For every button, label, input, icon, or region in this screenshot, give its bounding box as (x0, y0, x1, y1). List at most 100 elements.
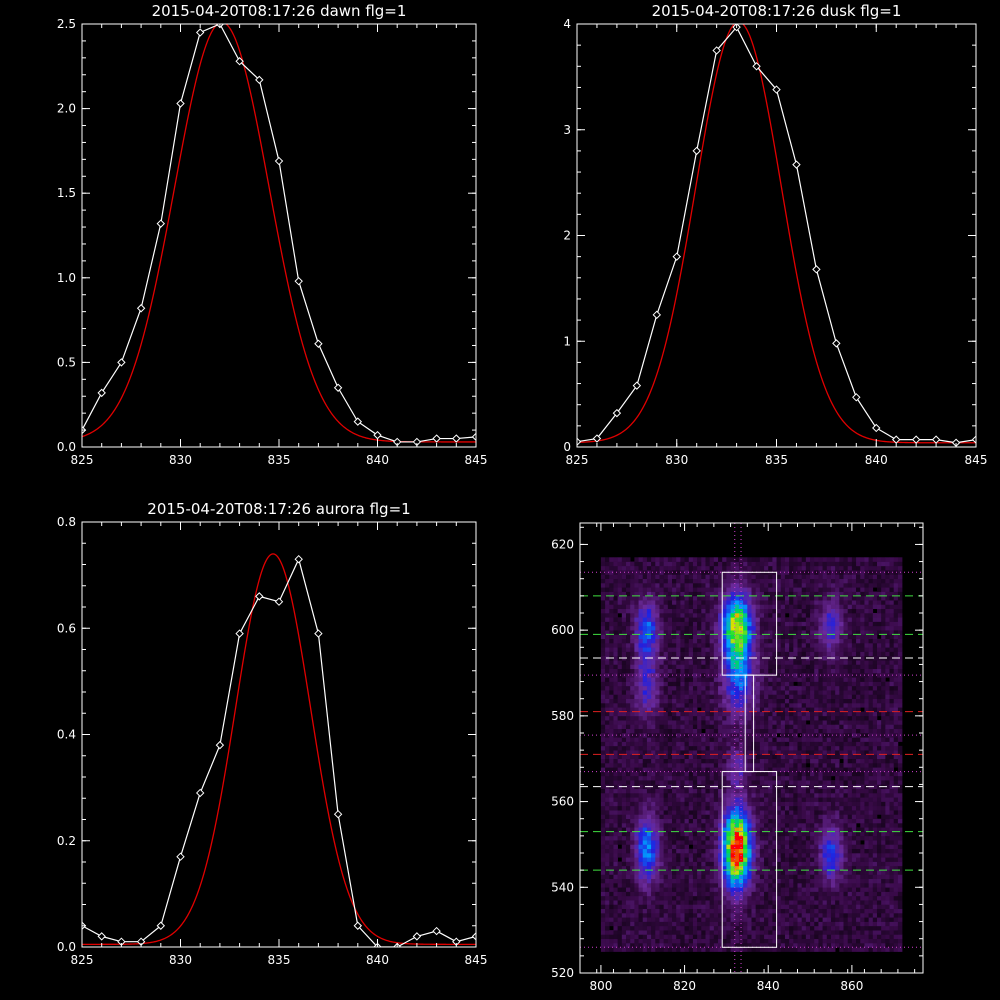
heatmap-cell (713, 741, 719, 747)
heatmap-cell (747, 913, 752, 918)
heatmap-cell (772, 835, 777, 841)
heatmap-cell (651, 913, 656, 918)
heatmap-cell (801, 737, 807, 742)
heatmap-cell (688, 810, 694, 815)
heatmap-cell (667, 638, 673, 644)
heatmap-cell (646, 810, 652, 815)
heatmap-cell (718, 647, 723, 652)
heatmap-cell (780, 720, 786, 725)
heatmap-cell (651, 634, 656, 640)
heatmap-cell (621, 608, 627, 614)
heatmap-cell (759, 883, 765, 888)
heatmap-cell (734, 651, 740, 657)
heatmap-cell (634, 775, 639, 781)
heatmap-cell (659, 583, 664, 588)
heatmap-cell (663, 904, 669, 910)
heatmap-cell (709, 638, 715, 644)
heatmap-cell (692, 763, 698, 768)
heatmap-cell (789, 844, 794, 850)
heatmap-cell (768, 720, 773, 725)
heatmap-cell (759, 801, 765, 807)
heatmap-cell (638, 741, 644, 747)
heatmap-cell (784, 775, 790, 781)
heatmap-cell (789, 917, 794, 922)
heatmap-cell (709, 771, 715, 777)
heatmap-cell (768, 853, 773, 858)
heatmap-cell (617, 643, 623, 648)
heatmap-cell (751, 827, 756, 832)
heatmap-cell (634, 913, 639, 918)
heatmap-cell (680, 878, 685, 884)
heatmap-cell (684, 741, 690, 747)
heatmap-cell (600, 900, 606, 905)
heatmap-cell (676, 938, 681, 944)
heatmap-cell (659, 664, 664, 670)
heatmap-cell (701, 925, 706, 931)
heatmap-cell (722, 788, 727, 794)
heatmap-cell (793, 823, 798, 828)
heatmap-cell (613, 591, 618, 597)
heatmap-cell (655, 741, 660, 747)
heatmap-cell (613, 643, 618, 648)
heatmap-cell (600, 827, 606, 832)
heatmap-cell (759, 831, 765, 837)
heatmap-cell (801, 698, 807, 704)
heatmap-cell (776, 724, 782, 730)
heatmap-cell (688, 857, 694, 862)
heatmap-cell (730, 805, 736, 811)
data-point-diamond (195, 28, 205, 37)
heatmap-cell (751, 660, 756, 665)
heatmap-cell (638, 861, 644, 867)
heatmap-cell (797, 861, 802, 867)
heatmap-cell (776, 595, 782, 601)
heatmap-cell (646, 690, 652, 695)
heatmap-cell (764, 595, 769, 601)
heatmap-cell (709, 767, 715, 772)
heatmap-cell (667, 591, 673, 597)
heatmap-cell (784, 887, 790, 892)
heatmap-cell (705, 733, 710, 738)
heatmap-cell (755, 625, 761, 631)
heatmap-cell (676, 913, 681, 918)
heatmap-cell (609, 685, 614, 691)
heatmap-cell (684, 763, 690, 768)
heatmap-cell (793, 621, 798, 627)
heatmap-cell (718, 835, 723, 841)
heatmap-cell (776, 750, 782, 755)
heatmap-cell (701, 617, 706, 622)
heatmap-cell (697, 823, 702, 828)
heatmap-cell (705, 591, 710, 597)
heatmap-cell (789, 617, 794, 622)
heatmap-cell (600, 604, 606, 610)
heatmap-cell (730, 878, 736, 884)
heatmap-cell (789, 943, 794, 948)
heatmap-cell (801, 887, 807, 892)
heatmap-cell (684, 878, 690, 884)
heatmap-cell (630, 865, 635, 871)
heatmap-cell (709, 630, 715, 635)
heatmap-cell (667, 737, 673, 742)
heatmap-cell (684, 840, 690, 845)
heatmap-cell (801, 865, 807, 871)
heatmap-cell (697, 690, 702, 695)
heatmap-cell (621, 805, 627, 811)
heatmap-cell (776, 895, 782, 901)
heatmap-cell (638, 895, 644, 901)
heatmap-cell (738, 698, 744, 704)
heatmap-cell (692, 848, 698, 854)
heatmap-cell (680, 643, 685, 648)
heatmap-cell (776, 673, 782, 678)
heatmap-cell (780, 570, 786, 575)
heatmap-cell (764, 917, 769, 922)
heatmap-cell (705, 793, 710, 798)
heatmap-cell (638, 698, 644, 704)
heatmap-cell (759, 703, 765, 708)
heatmap-cell (680, 823, 685, 828)
heatmap-cell (793, 947, 798, 952)
heatmap-cell (705, 934, 710, 940)
heatmap-cell (651, 797, 656, 802)
y-tick-label: 2.0 (57, 102, 76, 116)
heatmap-cell (642, 741, 648, 747)
heatmap-cell (642, 930, 648, 935)
heatmap-cell (793, 638, 798, 644)
